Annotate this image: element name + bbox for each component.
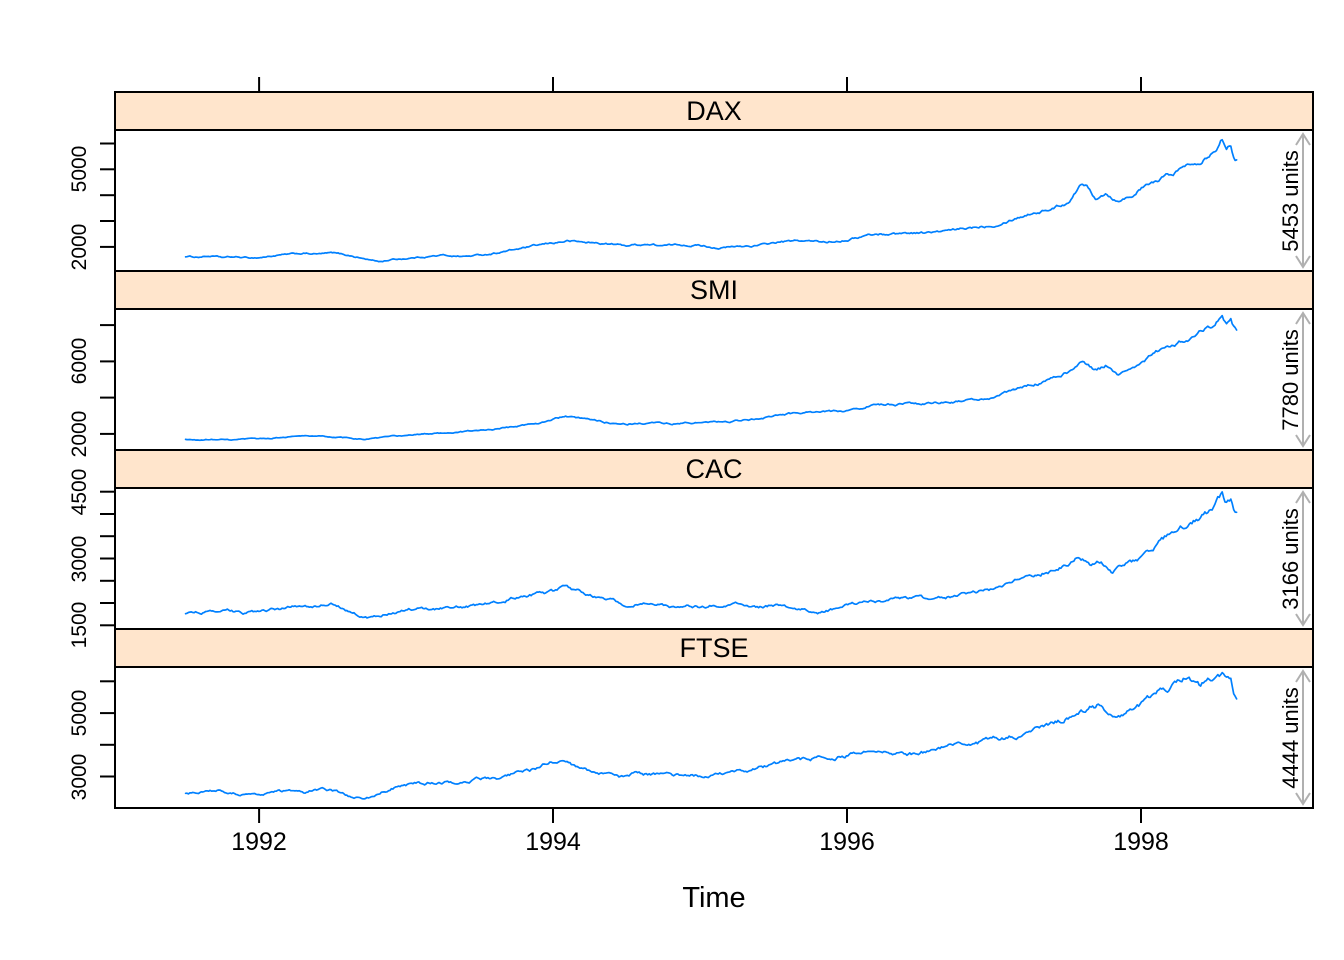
units-label-smi: 7780 units (1278, 329, 1303, 431)
strip-title-ftse: FTSE (679, 633, 749, 663)
panel-box-dax (114, 129, 1314, 272)
range-arrow-head-top (1295, 132, 1311, 146)
series-line-cac (184, 491, 1238, 619)
range-arrow-head-bottom (1295, 255, 1311, 269)
units-label-dax: 5453 units (1278, 150, 1303, 252)
units-label-cac: 3166 units (1278, 508, 1303, 610)
y-tick-label: 2000 (68, 223, 91, 271)
series-line-smi (184, 314, 1238, 442)
strip-title-smi: SMI (689, 275, 738, 305)
strip-box-dax (114, 91, 1314, 131)
x-tick-label-1992: 1992 (231, 828, 287, 856)
x-tick-label-1996: 1996 (819, 828, 875, 856)
range-arrow-head-bottom (1295, 434, 1311, 448)
y-tick-label: 5000 (68, 689, 91, 737)
range-arrow-head-top (1295, 669, 1311, 683)
panel-box-smi (114, 308, 1314, 451)
y-tick-label: 4500 (68, 468, 91, 516)
strip-box-smi (114, 270, 1314, 310)
strip-box-cac (114, 449, 1314, 489)
range-arrow-head-top (1295, 490, 1311, 504)
units-label-ftse: 4444 units (1278, 687, 1303, 789)
y-tick-label: 6000 (68, 337, 91, 385)
panel-box-cac (114, 487, 1314, 630)
y-tick-label: 5000 (68, 145, 91, 193)
range-arrow-head-bottom (1295, 792, 1311, 806)
axis-title-time: Time (682, 882, 746, 914)
panel-box-ftse (114, 666, 1314, 809)
series-line-ftse (184, 671, 1238, 800)
x-tick-label-1994: 1994 (525, 828, 581, 856)
strip-title-dax: DAX (686, 96, 742, 126)
series-line-dax (184, 138, 1238, 263)
range-arrow-head-bottom (1295, 613, 1311, 627)
x-tick-label-1998: 1998 (1113, 828, 1169, 856)
strip-box-ftse (114, 628, 1314, 668)
strip-title-cac: CAC (685, 454, 743, 484)
range-arrow-head-top (1295, 311, 1311, 325)
